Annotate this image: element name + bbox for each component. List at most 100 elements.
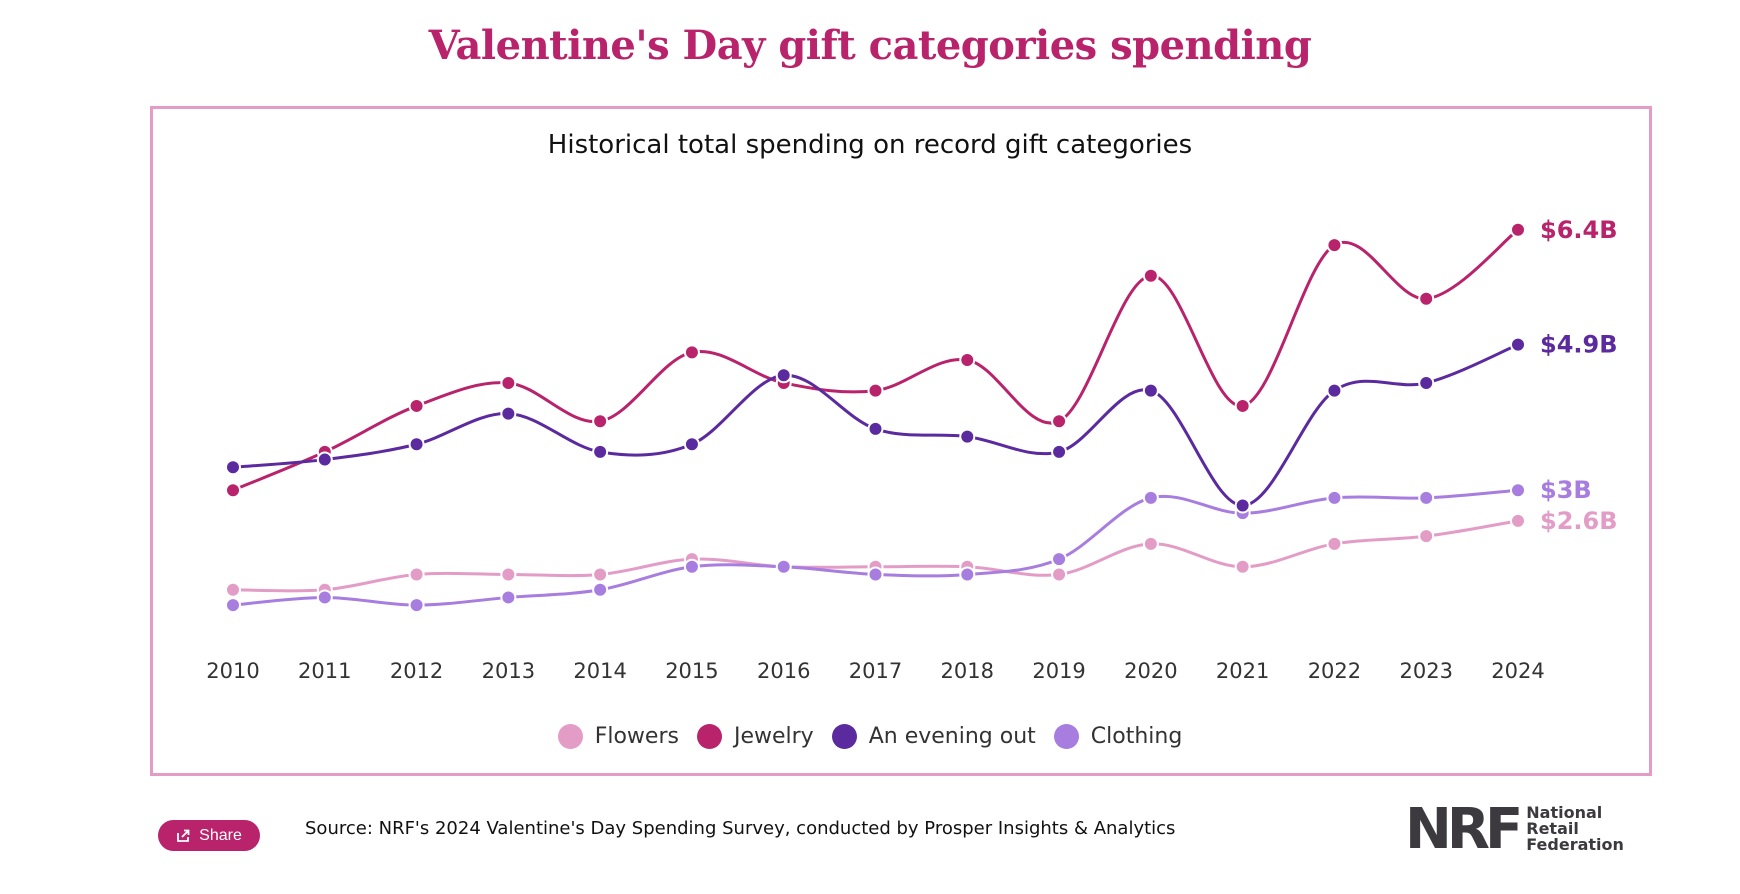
data-point bbox=[683, 344, 700, 361]
legend-swatch bbox=[696, 724, 722, 749]
nrf-logo: NRF National Retail Federation bbox=[1405, 797, 1624, 862]
end-value-label: $2.6B bbox=[1540, 507, 1618, 535]
data-point bbox=[867, 566, 884, 583]
data-point bbox=[867, 420, 884, 437]
series-line-an-evening-out bbox=[232, 343, 1519, 508]
data-point bbox=[408, 566, 425, 583]
legend-item-jewelry[interactable]: Jewelry bbox=[696, 724, 814, 749]
data-point bbox=[225, 581, 241, 598]
x-tick-label: 2014 bbox=[573, 659, 626, 683]
logo-mark: NRF bbox=[1405, 797, 1523, 862]
legend-item-flowers[interactable]: Flowers bbox=[557, 724, 679, 749]
share-label: Share bbox=[199, 826, 242, 844]
data-point bbox=[225, 459, 241, 476]
data-point bbox=[1234, 497, 1251, 514]
data-point bbox=[592, 443, 609, 460]
data-point bbox=[1142, 489, 1159, 506]
chart-frame bbox=[150, 106, 1652, 776]
data-point bbox=[1510, 482, 1526, 499]
x-tick-label: 2013 bbox=[482, 659, 535, 683]
data-point bbox=[225, 482, 241, 499]
data-point bbox=[592, 566, 609, 583]
end-value-label: $6.4B bbox=[1540, 216, 1618, 244]
data-point bbox=[592, 581, 609, 598]
data-point bbox=[225, 597, 241, 614]
data-point bbox=[1142, 267, 1159, 284]
data-point bbox=[408, 397, 425, 414]
data-point bbox=[867, 382, 884, 399]
legend-item-evening-out[interactable]: An evening out bbox=[831, 724, 1036, 749]
data-point bbox=[959, 428, 976, 445]
legend-label: Jewelry bbox=[733, 724, 814, 749]
series-line-jewelry bbox=[232, 228, 1519, 492]
end-value-label: $3B bbox=[1540, 476, 1592, 504]
x-tick-label: 2011 bbox=[298, 659, 351, 683]
data-point bbox=[408, 597, 425, 614]
data-point bbox=[500, 589, 517, 606]
x-tick-label: 2012 bbox=[390, 659, 443, 683]
x-tick-label: 2020 bbox=[1124, 659, 1177, 683]
chart-title: Historical total spending on record gift… bbox=[547, 130, 1193, 160]
page-title: Valentine's Day gift categories spending bbox=[428, 22, 1312, 69]
data-point bbox=[1234, 397, 1251, 414]
data-point bbox=[1418, 374, 1435, 391]
x-tick-label: 2023 bbox=[1399, 659, 1452, 683]
data-point bbox=[775, 558, 792, 575]
legend-label: An evening out bbox=[868, 724, 1036, 749]
x-tick-label: 2016 bbox=[757, 659, 810, 683]
x-tick-label: 2021 bbox=[1216, 659, 1269, 683]
x-tick-label: 2022 bbox=[1308, 659, 1361, 683]
logo-line: Retail bbox=[1526, 819, 1579, 838]
x-tick-label: 2010 bbox=[206, 659, 259, 683]
data-point bbox=[1418, 489, 1435, 506]
series-line-clothing bbox=[232, 488, 1519, 607]
legend-swatch bbox=[831, 724, 857, 749]
data-point bbox=[959, 351, 976, 368]
data-point bbox=[683, 558, 700, 575]
source-note: Source: NRF's 2024 Valentine's Day Spend… bbox=[305, 818, 1176, 839]
x-tick-label: 2017 bbox=[849, 659, 902, 683]
x-tick-label: 2015 bbox=[665, 659, 718, 683]
share-button[interactable]: Share bbox=[158, 820, 260, 851]
logo-line: Federation bbox=[1526, 835, 1624, 854]
legend: Flowers Jewelry An evening out Clothing bbox=[0, 724, 1740, 749]
data-point bbox=[1326, 382, 1343, 399]
data-point bbox=[1142, 382, 1159, 399]
data-point bbox=[1234, 558, 1251, 575]
data-point bbox=[500, 405, 517, 422]
data-point bbox=[1326, 489, 1343, 506]
data-point bbox=[1142, 535, 1159, 552]
data-point bbox=[500, 374, 517, 391]
data-point bbox=[1510, 221, 1526, 238]
data-point bbox=[500, 566, 517, 583]
data-point bbox=[1051, 443, 1068, 460]
legend-label: Flowers bbox=[594, 724, 679, 749]
data-point bbox=[316, 451, 333, 468]
data-point bbox=[1326, 535, 1343, 552]
data-point bbox=[592, 413, 609, 430]
data-point bbox=[1051, 551, 1068, 568]
logo-words: National Retail Federation bbox=[1526, 805, 1624, 853]
data-point bbox=[1326, 237, 1343, 254]
data-point bbox=[1051, 413, 1068, 430]
x-tick-label: 2024 bbox=[1491, 659, 1544, 683]
data-point bbox=[683, 436, 700, 453]
legend-label: Clothing bbox=[1090, 724, 1183, 749]
data-point bbox=[959, 566, 976, 583]
x-tick-label: 2019 bbox=[1032, 659, 1085, 683]
legend-swatch bbox=[1053, 724, 1079, 749]
legend-swatch bbox=[557, 724, 583, 749]
data-point bbox=[1510, 336, 1526, 353]
data-point bbox=[408, 436, 425, 453]
legend-item-clothing[interactable]: Clothing bbox=[1053, 724, 1183, 749]
end-value-label: $4.9B bbox=[1540, 331, 1618, 359]
logo-line: National bbox=[1526, 803, 1603, 822]
data-point bbox=[775, 367, 792, 384]
data-point bbox=[1051, 566, 1068, 583]
data-point bbox=[316, 589, 333, 606]
data-point bbox=[1418, 290, 1435, 307]
data-point bbox=[1510, 512, 1526, 529]
share-icon bbox=[177, 829, 190, 842]
x-tick-label: 2018 bbox=[941, 659, 994, 683]
